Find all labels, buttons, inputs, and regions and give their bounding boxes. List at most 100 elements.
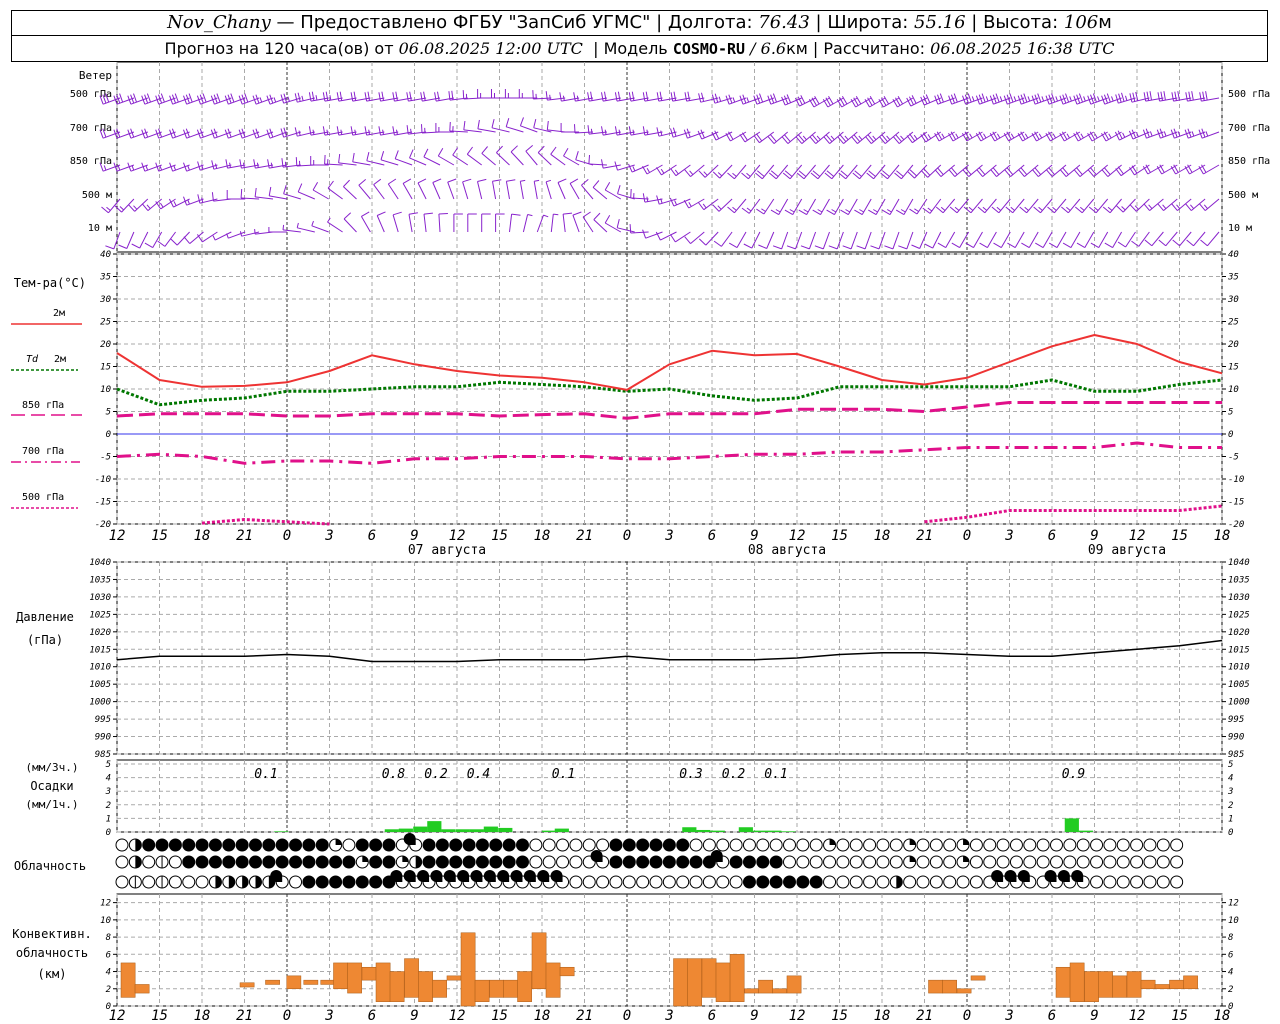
wind-barb bbox=[477, 128, 496, 133]
wind-barb-flag bbox=[1010, 206, 1015, 211]
t700-series bbox=[116, 441, 1222, 465]
cloud-cover-symbol bbox=[556, 838, 570, 852]
wind-barb-flag bbox=[656, 195, 660, 205]
wind-barb-flag bbox=[545, 91, 548, 101]
cloud-cover-symbol bbox=[435, 855, 449, 869]
wind-barb-flag bbox=[408, 212, 418, 215]
cloud-cover-fill bbox=[1057, 870, 1070, 882]
y-tick-label-left: 1 bbox=[106, 814, 111, 824]
wind-barb-flag bbox=[1117, 241, 1126, 248]
wind-barb-flag bbox=[466, 146, 474, 155]
cloud-cover-symbol bbox=[262, 855, 276, 869]
wind-barb-flag bbox=[420, 92, 423, 102]
wind-barb-flag bbox=[811, 97, 817, 106]
cloud-cover-symbol bbox=[355, 875, 369, 889]
wind-barb-flag bbox=[797, 96, 803, 105]
wind-barb-flag bbox=[1117, 130, 1123, 139]
wind-barb bbox=[283, 97, 301, 104]
conv-cloud-bar bbox=[361, 966, 377, 981]
wind-barb-flag bbox=[1052, 133, 1057, 139]
wind-barb bbox=[200, 131, 218, 139]
cloud-cover-symbol bbox=[1103, 875, 1117, 889]
wind-barb-flag bbox=[212, 235, 216, 241]
wind-barb-flag bbox=[593, 212, 601, 220]
wind-barb-flag bbox=[1162, 204, 1167, 209]
wind-barb-flag bbox=[1048, 242, 1058, 249]
wind-barb bbox=[959, 231, 970, 248]
wind-barb-flag bbox=[742, 94, 747, 104]
cloud-cover-symbol bbox=[783, 875, 796, 889]
wind-barb-flag bbox=[1023, 93, 1028, 103]
wind-level-label-right: 850 гПа bbox=[1228, 156, 1270, 167]
wind-barb-flag bbox=[1115, 168, 1122, 176]
wind-barb-flag bbox=[642, 193, 646, 203]
wind-barb-flag bbox=[590, 91, 593, 101]
wind-barb-flag bbox=[130, 94, 135, 104]
wind-barb-flag bbox=[660, 168, 665, 174]
wind-barb bbox=[588, 131, 607, 135]
wind-barb-flag bbox=[1144, 239, 1153, 247]
wind-barb-flag bbox=[367, 91, 370, 101]
conv-cloud-bar bbox=[503, 979, 518, 998]
cloud-cover-symbol bbox=[329, 875, 343, 889]
x-tick-label: 18 bbox=[534, 1008, 551, 1024]
wind-barb bbox=[687, 131, 705, 139]
y-tick-label-right: 30 bbox=[1227, 295, 1239, 305]
wind-barb bbox=[582, 216, 594, 233]
wind-barb-flag bbox=[520, 179, 526, 182]
data-source: Предоставлено ФГБУ "ЗапСиб УГМС" bbox=[300, 12, 651, 33]
wind-barb bbox=[1065, 164, 1081, 177]
wind-barb-flag bbox=[105, 245, 114, 250]
wind-barb-flag bbox=[962, 169, 970, 177]
y-tick-label-left: 985 bbox=[95, 750, 111, 760]
wind-barb-flag bbox=[199, 94, 204, 104]
wind-barb-flag bbox=[1149, 131, 1153, 137]
wind-barb bbox=[392, 214, 399, 233]
x-tick-label: 18 bbox=[874, 528, 891, 544]
x-tick-label: 15 bbox=[491, 1008, 508, 1024]
y-tick-label-left: 2 bbox=[106, 801, 111, 811]
wind-barb bbox=[327, 187, 343, 200]
wind-barb-flag bbox=[781, 96, 786, 106]
wind-barb-flag bbox=[1103, 131, 1110, 140]
wind-barb-flag bbox=[895, 97, 901, 106]
wind-barb-flag bbox=[842, 245, 852, 250]
conv-cloud-bar bbox=[134, 984, 150, 994]
wind-barb-flag bbox=[728, 131, 734, 140]
wind-barb-flag bbox=[1034, 94, 1039, 104]
wind-barb-flag bbox=[358, 179, 367, 186]
y-tick-label-left: 15 bbox=[100, 363, 111, 373]
wind-barb bbox=[126, 231, 135, 249]
wind-barb-flag bbox=[964, 131, 970, 140]
wind-barb-flag bbox=[1004, 169, 1011, 177]
cloud-cover-symbol bbox=[622, 838, 636, 852]
wind-barb-flag bbox=[410, 128, 412, 134]
wind-barb-flag bbox=[955, 133, 959, 139]
conv-label-1: Конвективн. bbox=[12, 927, 91, 941]
wind-barb-flag bbox=[796, 172, 805, 180]
wind-barb-flag bbox=[655, 231, 661, 241]
wind-barb-flag bbox=[1199, 203, 1206, 211]
wind-barb-flag bbox=[1125, 95, 1128, 101]
wind-barb bbox=[241, 197, 260, 200]
wind-barb-flag bbox=[1129, 93, 1133, 103]
cloud-cover-fill bbox=[523, 870, 536, 882]
cloud-cover-symbol bbox=[569, 838, 583, 852]
wind-barb-flag bbox=[224, 95, 229, 105]
cloud-cover-symbol bbox=[876, 855, 890, 869]
wind-barb-flag bbox=[784, 134, 791, 142]
cloud-cover-symbol bbox=[355, 838, 369, 852]
wind-barb-flag bbox=[462, 178, 472, 183]
precip-bar bbox=[753, 830, 768, 832]
wind-barb-flag bbox=[617, 185, 621, 194]
x-tick-label: 9 bbox=[1090, 528, 1098, 544]
wind-barb-flag bbox=[812, 209, 821, 216]
wind-barb-flag bbox=[911, 95, 917, 104]
wind-barb-flag bbox=[226, 233, 229, 239]
wind-barb-flag bbox=[1129, 204, 1137, 212]
wind-barb-flag bbox=[327, 180, 334, 189]
y-tick-label-left: 5 bbox=[106, 760, 111, 770]
wind-barb-flag bbox=[283, 93, 287, 103]
wind-barb-flag bbox=[1146, 91, 1150, 101]
wind-barb-flag bbox=[977, 206, 986, 214]
